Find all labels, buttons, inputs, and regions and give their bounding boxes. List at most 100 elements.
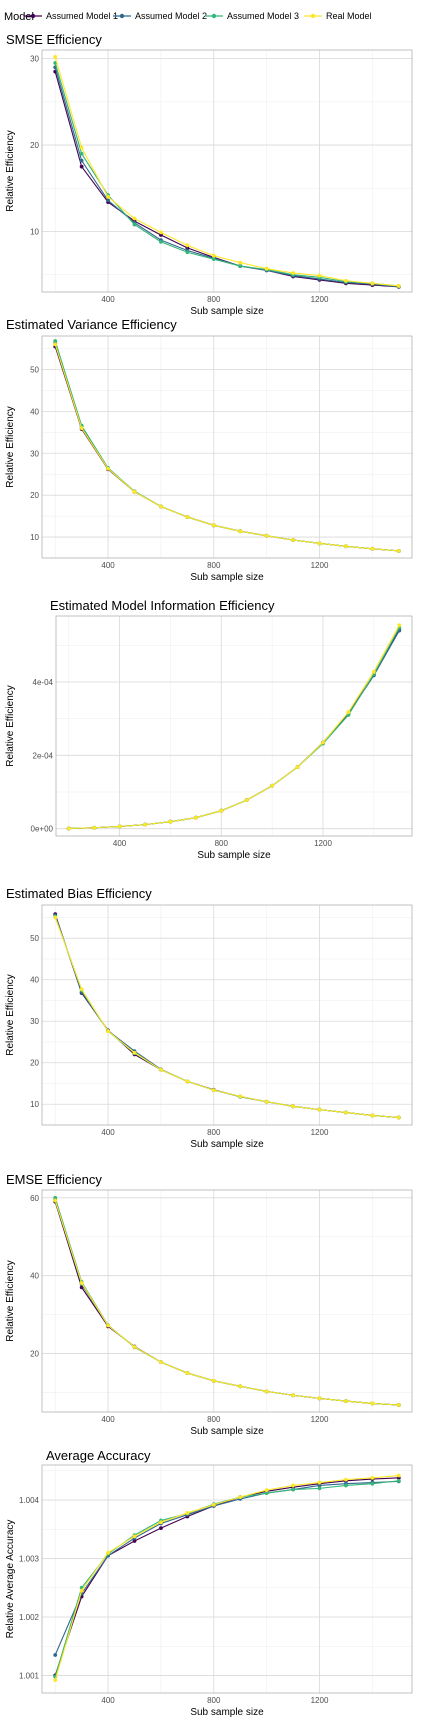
series-line xyxy=(54,62,399,287)
series-assumed-model-1 xyxy=(53,912,401,1120)
x-tick-label: 400 xyxy=(101,1415,115,1424)
legend-label: Assumed Model 3 xyxy=(227,11,299,21)
panel-title: SMSE Efficiency xyxy=(6,32,102,47)
data-point xyxy=(317,273,322,278)
data-point xyxy=(185,1079,190,1084)
series-line xyxy=(54,71,399,288)
series-assumed-model-1 xyxy=(53,1199,401,1407)
data-point xyxy=(132,222,137,227)
data-point xyxy=(238,1495,243,1500)
data-point xyxy=(53,55,58,59)
data-point xyxy=(53,1195,58,1200)
series-line xyxy=(54,916,399,1119)
x-tick-label: 800 xyxy=(207,1696,221,1705)
series-line xyxy=(54,67,399,288)
data-point xyxy=(317,541,322,546)
data-point xyxy=(185,1511,190,1515)
series-real-model xyxy=(53,915,401,1120)
series-assumed-model-3 xyxy=(53,1195,401,1407)
data-point xyxy=(291,1487,295,1492)
data-point xyxy=(317,1486,322,1491)
panel-title: Estimated Bias Efficiency xyxy=(6,886,152,901)
data-point xyxy=(185,515,190,519)
data-point xyxy=(344,278,348,283)
data-point xyxy=(79,1281,84,1285)
series-line xyxy=(54,1200,399,1406)
y-axis-label: Relative Efficiency xyxy=(5,406,16,488)
x-tick-label: 1200 xyxy=(314,839,332,848)
y-tick-label: 30 xyxy=(30,1017,39,1026)
x-tick-label: 400 xyxy=(101,1128,115,1137)
data-point xyxy=(371,669,376,674)
data-point xyxy=(106,195,110,199)
data-point xyxy=(244,798,249,802)
data-point xyxy=(117,824,122,829)
data-point xyxy=(344,544,348,549)
data-point xyxy=(270,783,275,788)
x-tick-label: 800 xyxy=(207,1415,221,1424)
series-line xyxy=(54,1201,399,1406)
data-point xyxy=(238,1384,243,1389)
data-point xyxy=(370,546,375,551)
legend-entry-assumed-model-1: Assumed Model 1 xyxy=(24,11,118,21)
x-axis-label: Sub sample size xyxy=(190,1139,264,1150)
x-axis-label: Sub sample size xyxy=(190,1426,264,1437)
data-point xyxy=(397,623,402,628)
legend-key-point xyxy=(119,13,125,19)
data-point xyxy=(370,281,375,286)
legend-key-point xyxy=(30,13,36,19)
series-line xyxy=(54,1477,399,1676)
series-line xyxy=(54,343,399,552)
y-tick-label: 4e-04 xyxy=(33,678,54,687)
series-line xyxy=(54,917,399,1119)
series-assumed-model-1 xyxy=(53,69,401,289)
data-point xyxy=(53,915,58,920)
data-point xyxy=(79,164,84,169)
series-line xyxy=(54,1480,399,1677)
legend-key-point xyxy=(211,13,217,19)
x-tick-label: 1200 xyxy=(311,1696,329,1705)
y-tick-label: 10 xyxy=(30,1100,39,1109)
series-assumed-model-2 xyxy=(53,65,401,289)
x-axis-label: Sub sample size xyxy=(197,850,271,861)
data-point xyxy=(106,466,110,471)
data-point xyxy=(396,1473,401,1478)
series-line xyxy=(54,1480,399,1656)
data-point xyxy=(106,1550,110,1555)
panel-estimated-variance-efficiency: Estimated Variance Efficiency 400 800 1200 1… xyxy=(5,317,413,583)
data-point xyxy=(193,815,198,820)
y-tick-label: 20 xyxy=(30,1350,39,1359)
data-point xyxy=(264,1389,269,1394)
data-point xyxy=(264,1488,269,1493)
y-axis-label: Relative Efficiency xyxy=(5,1260,16,1342)
data-point xyxy=(159,1526,163,1531)
data-point xyxy=(66,826,71,831)
data-point xyxy=(370,1475,375,1480)
series-real-model xyxy=(53,342,401,553)
data-point xyxy=(159,239,163,244)
data-point xyxy=(291,1393,295,1398)
data-point xyxy=(238,260,243,265)
data-point xyxy=(291,1104,295,1109)
series-assumed-model-2 xyxy=(66,628,402,831)
data-point xyxy=(132,216,137,221)
data-point xyxy=(264,1099,269,1104)
data-point xyxy=(79,987,84,992)
panel-average-accuracy: Average Accuracy 400 800 1200 1.001 1.002 1.00… xyxy=(5,1448,413,1718)
data-point xyxy=(185,1371,190,1375)
series-real-model xyxy=(53,1198,401,1407)
y-tick-label: 20 xyxy=(30,491,39,500)
series-assumed-model-3 xyxy=(53,339,401,553)
data-point xyxy=(370,1401,375,1406)
panel-estimated-model-information-efficiency: Estimated Model Information Efficiency 40… xyxy=(5,598,413,861)
data-point xyxy=(238,1094,243,1099)
data-point xyxy=(317,1483,322,1488)
legend-entry-assumed-model-3: Assumed Model 3 xyxy=(205,11,299,21)
data-point xyxy=(143,822,147,827)
y-tick-label: 0e+00 xyxy=(31,825,54,834)
x-tick-label: 400 xyxy=(101,1696,115,1705)
legend-title: Model xyxy=(4,11,34,23)
data-point xyxy=(264,1491,269,1495)
data-point xyxy=(159,1360,163,1365)
x-tick-label: 1200 xyxy=(311,295,329,304)
